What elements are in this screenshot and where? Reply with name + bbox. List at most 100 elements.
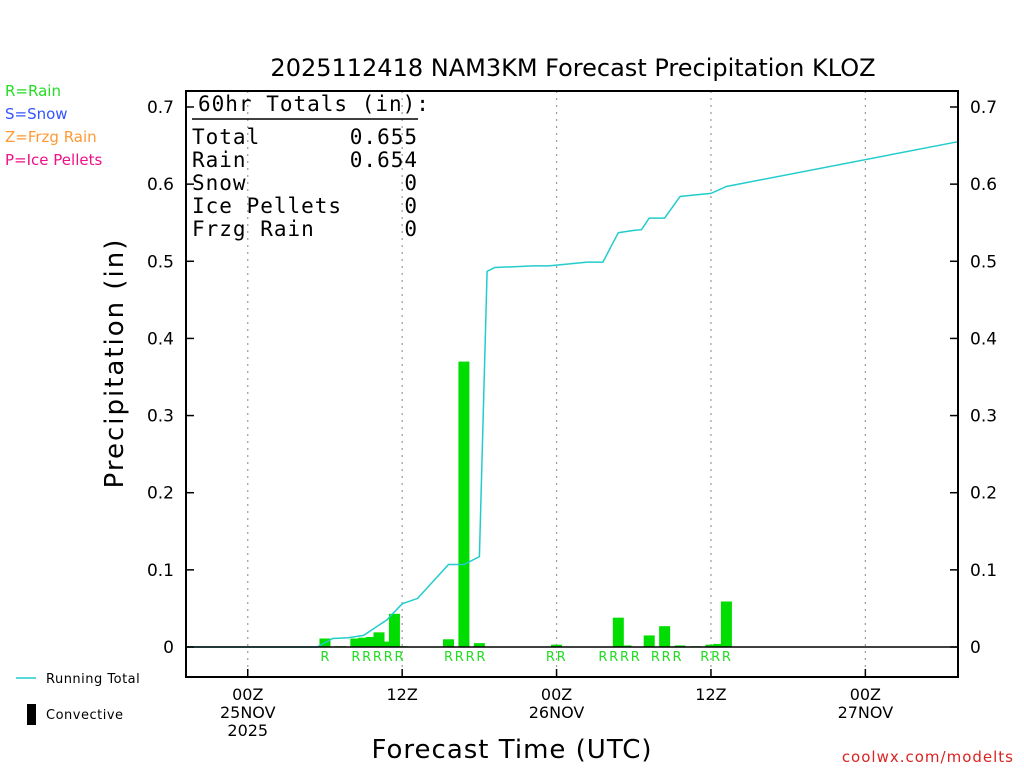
- rain-type-marker: R: [546, 650, 555, 665]
- precip-bar: [442, 639, 454, 647]
- rain-type-marker: R: [362, 650, 371, 665]
- plot-frame: [185, 90, 959, 678]
- y-tick-label: 0.7: [147, 98, 174, 118]
- totals-row-label: Ice Pellets: [192, 194, 342, 218]
- precip-bar: [373, 632, 385, 647]
- precip-bar: [705, 644, 717, 647]
- precip-bar: [388, 613, 400, 647]
- rain-type-marker: R: [476, 650, 485, 665]
- y-tick-label: 0.1: [147, 561, 174, 581]
- precip-bar: [659, 626, 671, 647]
- precip-bar: [720, 601, 732, 647]
- rain-type-marker: R: [395, 650, 404, 665]
- precip-bar: [365, 636, 377, 647]
- x-tick-label: 00Z: [541, 685, 572, 704]
- totals-row-label: Total: [192, 125, 260, 149]
- x-axis-label: Forecast Time (UTC): [371, 735, 652, 765]
- precip-bar: [381, 641, 393, 647]
- rain-type-marker: R: [631, 650, 640, 665]
- x-tick-label: 12Z: [695, 685, 726, 704]
- y-tick-label: 0.2: [147, 484, 174, 504]
- precip-bar: [620, 645, 632, 647]
- rain-type-marker: R: [609, 650, 618, 665]
- y-tick-label-right: 0.5: [970, 252, 997, 272]
- rain-type-marker: R: [662, 650, 671, 665]
- x-tick-label: 25NOV: [220, 703, 276, 722]
- series-legend-label: Running Total: [46, 672, 140, 687]
- gridlines: [247, 91, 866, 677]
- series-legend-label: Convective: [46, 708, 124, 723]
- y-axis-right: 0 0.1 0.2 0.3 0.4 0.5 0.6 0.7: [950, 98, 997, 658]
- totals-rows: Total 0.655 Rain 0.654 Snow 0 Ice Pellets 0 Frzg…: [192, 125, 418, 241]
- chart-title: 2025112418 NAM3KM Forecast Precipitation…: [270, 54, 875, 82]
- y-tick-label-right: 0.3: [970, 407, 997, 427]
- rain-type-marker: R: [444, 650, 453, 665]
- totals-row-value: 0.654: [350, 148, 418, 172]
- totals-box: 60hr Totals (in): Total 0.655 Rain 0.654 Sno…: [192, 92, 430, 241]
- precip-bar: [674, 645, 686, 647]
- precip-type-legend: R=Rain S=Snow Z=Frzg Rain P=Ice Pellets: [5, 82, 102, 169]
- precip-bar: [713, 643, 725, 647]
- x-tick-label: 2025: [227, 721, 268, 740]
- y-tick-label: 0.3: [147, 407, 174, 427]
- totals-row-value: 0: [404, 171, 418, 195]
- type-legend-entry: R=Rain: [5, 82, 61, 100]
- y-tick-label: 0: [163, 638, 174, 658]
- totals-row-label: Rain: [192, 148, 247, 172]
- rain-type-marker: R: [722, 650, 731, 665]
- rain-type-marker: R: [320, 650, 329, 665]
- totals-row-value: 0.655: [350, 125, 418, 149]
- precip-bar: [350, 638, 362, 647]
- y-tick-label: 0.6: [147, 175, 174, 195]
- totals-row-value: 0: [404, 194, 418, 218]
- precip-bar: [551, 644, 563, 647]
- y-tick-label: 0.4: [147, 329, 174, 349]
- y-tick-label-right: 0.1: [970, 561, 997, 581]
- rain-type-marker: R: [466, 650, 475, 665]
- bar-series: [319, 361, 732, 648]
- totals-header: 60hr Totals (in):: [198, 92, 430, 116]
- precip-bar: [458, 361, 470, 647]
- type-legend-entry: Z=Frzg Rain: [5, 128, 97, 146]
- type-legend-entry: P=Ice Pellets: [5, 151, 102, 169]
- y-tick-label-right: 0.6: [970, 175, 997, 195]
- running-total-series: [186, 140, 959, 648]
- precip-bar: [473, 643, 485, 647]
- precip-bar: [643, 635, 655, 647]
- rain-type-marker: R: [700, 650, 709, 665]
- y-tick-label: 0.5: [147, 252, 174, 272]
- totals-row-label: Frzg Rain: [192, 217, 315, 241]
- x-tick-label: 27NOV: [838, 703, 894, 722]
- legend-bar-swatch: [27, 704, 36, 725]
- y-axis-label: Precipitation (in): [100, 238, 130, 489]
- y-tick-label-right: 0.7: [970, 98, 997, 118]
- x-tick-label: 00Z: [232, 685, 263, 704]
- rain-type-marker: R: [651, 650, 660, 665]
- rain-type-marker: R: [598, 650, 607, 665]
- running-total-line: [186, 140, 959, 648]
- precip-bar: [612, 617, 624, 647]
- totals-row-label: Snow: [192, 171, 247, 195]
- rain-type-marker: R: [620, 650, 629, 665]
- x-tick-label: 26NOV: [529, 703, 585, 722]
- y-tick-label-right: 0.2: [970, 484, 997, 504]
- x-tick-label: 12Z: [386, 685, 417, 704]
- rain-type-marker: R: [384, 650, 393, 665]
- type-legend-entry: S=Snow: [5, 105, 68, 123]
- rain-type-marker: R: [351, 650, 360, 665]
- totals-row-value: 0: [404, 217, 418, 241]
- precip-bar: [358, 637, 370, 647]
- watermark: coolwx.com/modelts: [842, 748, 1014, 766]
- y-axis-left: 0 0.1 0.2 0.3 0.4 0.5 0.6 0.7: [147, 98, 194, 658]
- y-tick-label-right: 0: [970, 638, 981, 658]
- x-tick-label: 00Z: [850, 685, 881, 704]
- y-tick-label-right: 0.4: [970, 329, 997, 349]
- rain-type-marker: R: [455, 650, 464, 665]
- rain-type-marker: R: [557, 650, 566, 665]
- rain-type-marker: R: [672, 650, 681, 665]
- series-legend: Running Total Convective: [16, 672, 140, 725]
- rain-type-marker: R: [711, 650, 720, 665]
